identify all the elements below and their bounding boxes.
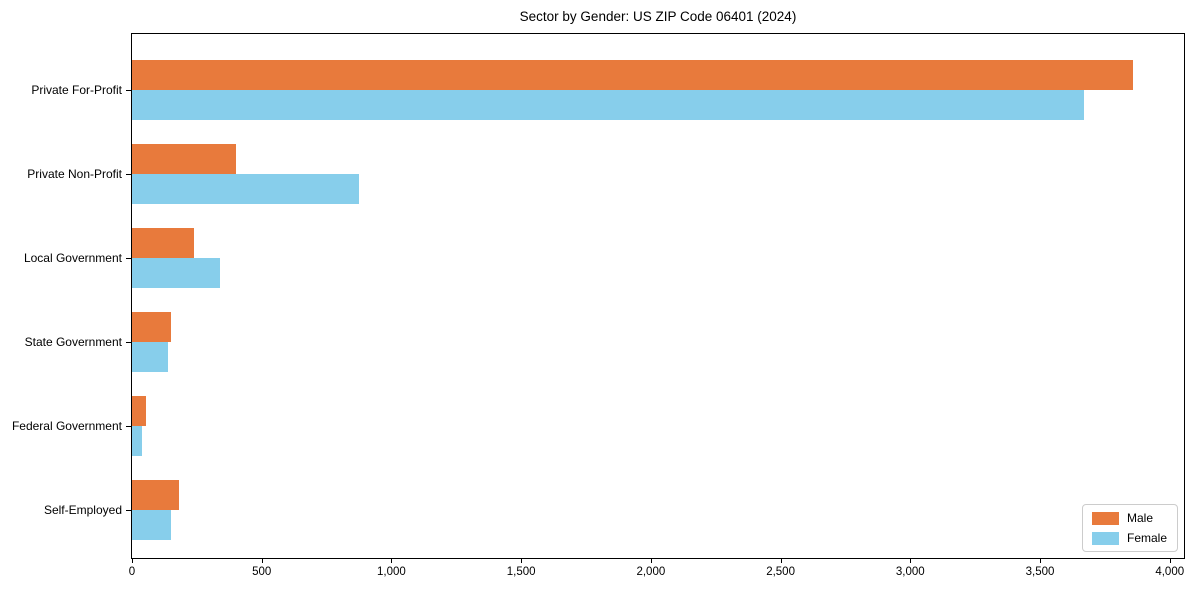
- y-tick: [126, 174, 132, 175]
- x-tick: [261, 558, 263, 563]
- y-axis-label-federal-government: Federal Government: [11, 419, 122, 433]
- y-axis-label-private-non-profit: Private Non-Profit: [27, 167, 122, 181]
- x-axis-tick-label: 2,500: [766, 566, 795, 578]
- x-axis-tick-label: 1,000: [377, 566, 406, 578]
- bar-male-private-for-profit: [132, 60, 1134, 90]
- chart-title: Sector by Gender: US ZIP Code 06401 (202…: [519, 9, 797, 24]
- x-axis-tick-label: 4,000: [1155, 566, 1185, 578]
- x-tick: [391, 558, 393, 563]
- y-tick: [126, 90, 132, 91]
- x-tick: [521, 558, 523, 563]
- x-axis-tick-label: 2,000: [636, 566, 666, 578]
- x-axis-tick-label: 1,500: [506, 566, 536, 578]
- legend-swatch-female: [1091, 531, 1119, 545]
- x-axis-tick-label: 3,000: [895, 566, 925, 578]
- plot-area: Private For-Profit Private Non-Profit Loca…: [12, 33, 1185, 578]
- bar-female-state-government: [132, 342, 169, 372]
- bar-male-state-government: [132, 312, 171, 342]
- legend-label-male: Male: [1126, 511, 1153, 525]
- bar-male-federal-government: [132, 396, 147, 426]
- bar-female-private-for-profit: [132, 90, 1085, 120]
- x-tick: [780, 558, 782, 563]
- y-tick: [126, 510, 132, 511]
- x-tick: [1169, 558, 1171, 563]
- bar-female-local-government: [132, 258, 221, 288]
- legend-item-male: Male: [1091, 511, 1167, 525]
- x-tick: [132, 558, 133, 563]
- bar-female-federal-government: [132, 426, 143, 456]
- bar-male-local-government: [132, 228, 195, 258]
- x-tick: [910, 558, 912, 563]
- y-tick: [126, 258, 132, 259]
- bar-male-self-employed: [132, 480, 179, 510]
- x-tick: [1040, 558, 1041, 563]
- y-axis-label-private-for-profit: Private For-Profit: [31, 83, 122, 97]
- x-axis-tick-label: 500: [252, 566, 272, 578]
- bar-male-private-non-profit: [132, 144, 236, 174]
- legend-swatch-male: [1091, 511, 1119, 525]
- legend-item-female: Female: [1091, 531, 1167, 545]
- y-tick: [126, 342, 132, 343]
- y-axis-label-local-government: Local Government: [23, 251, 122, 265]
- y-axis-label-self-employed: Self-Employed: [43, 503, 122, 517]
- bar-female-private-non-profit: [132, 174, 359, 204]
- x-axis-tick-label: 3,500: [1025, 566, 1055, 578]
- bar-female-self-employed: [132, 510, 171, 540]
- legend-label-female: Female: [1126, 531, 1167, 545]
- y-axis-label-state-government: State Government: [24, 335, 122, 349]
- y-tick: [126, 426, 132, 427]
- x-tick: [650, 558, 652, 563]
- legend: Male Female: [1081, 504, 1178, 552]
- x-axis-tick-label: 0: [128, 566, 136, 578]
